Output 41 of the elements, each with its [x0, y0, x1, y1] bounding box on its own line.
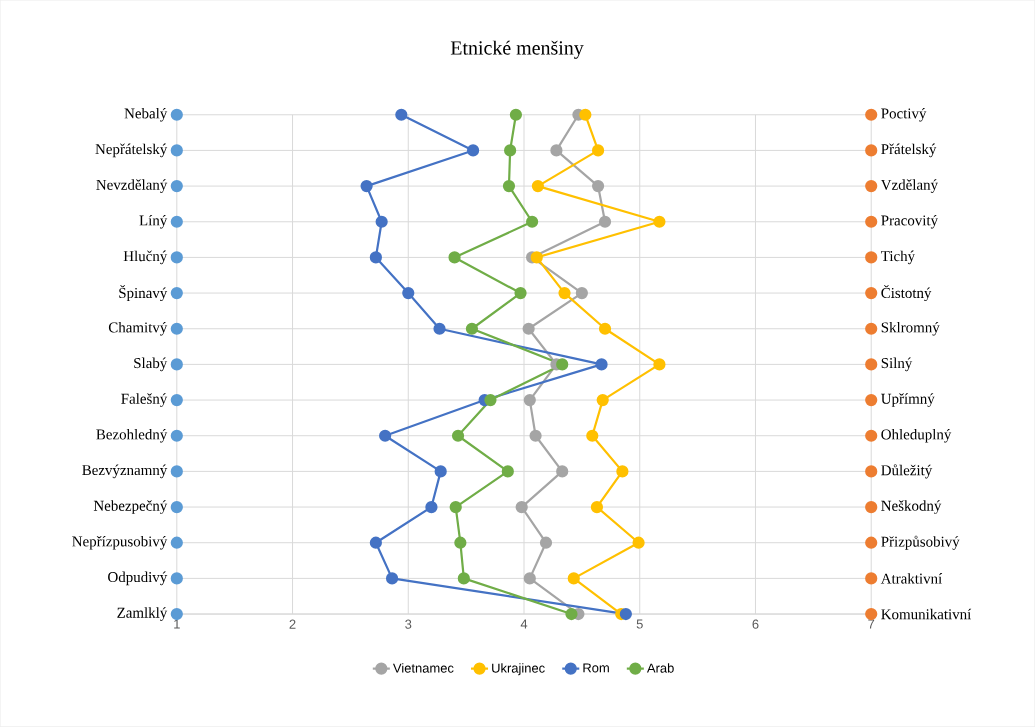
y-tick-label: Líný [139, 215, 168, 229]
y-tick-label: Nepřízpusobivý [72, 536, 168, 550]
y2-tick-label: Sklromný [881, 322, 940, 336]
x-tick-label: 1 [174, 619, 180, 629]
x-tick-label: 6 [752, 619, 759, 629]
x-tick-label: 3 [405, 619, 412, 629]
legend-label: Rom [583, 663, 609, 673]
y2-tick-label: Poctivý [881, 108, 927, 122]
y2-tick-label: Pracovitý [881, 215, 938, 229]
legend-label: Arab [646, 663, 674, 673]
y2-tick-label: Atraktivní [880, 573, 943, 584]
y2-tick-label: Přátelský [881, 143, 937, 158]
legend-label: Ukrajinec [492, 663, 545, 676]
y2-tick-label: Ohleduplný [881, 429, 952, 443]
chart-title: Etnické menšiny [450, 40, 584, 59]
y-tick-label: Nebezpečný [93, 500, 168, 514]
y2-tick-label: Důležitý [881, 464, 933, 479]
y2-tick-label: Upřímný [881, 393, 935, 407]
y-tick-label: Slabý [134, 357, 168, 372]
legend-label: Vietnamec [392, 663, 454, 673]
y2-tick-label: Čistotný [881, 285, 932, 302]
y-tick-label: Zamlklý [117, 607, 168, 621]
y-tick-label: Chamitvý [108, 322, 168, 336]
x-tick-label: 4 [520, 619, 528, 629]
y-tick-label: Nebalý [124, 108, 168, 122]
y-tick-label: Falešný [121, 393, 168, 407]
y2-tick-label: Přizpůsobivý [881, 535, 960, 550]
y2-tick-label: Komunikativní [881, 608, 972, 620]
y2-tick-label: Neškodný [881, 500, 942, 514]
x-tick-label: 2 [289, 619, 296, 629]
x-tick-label: 5 [636, 619, 643, 629]
y-tick-label: Nevzdělaný [96, 179, 168, 193]
y-tick-label: Hlučný [123, 250, 168, 265]
y2-tick-label: Silný [881, 357, 913, 372]
y-tick-label: Bezvýznamný [82, 464, 168, 479]
y2-tick-label: Vzdělaný [880, 179, 938, 193]
y-tick-label: Bezohledný [96, 429, 168, 443]
y-tick-label: Odpudivý [108, 571, 168, 586]
y2-tick-label: Tichý [881, 250, 916, 265]
y-tick-label: Špinavý [119, 285, 168, 302]
y-tick-label: Nepřátelský [95, 143, 168, 158]
